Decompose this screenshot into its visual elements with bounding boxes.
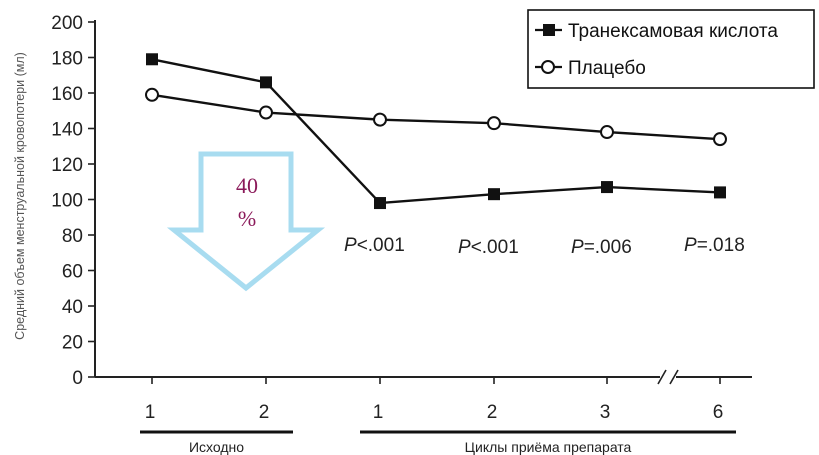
x-tick-label: 1: [373, 402, 384, 423]
data-point-square: [260, 76, 272, 89]
data-point-circle: [373, 112, 387, 127]
x-tick-label: 2: [259, 402, 270, 423]
p-value-labels: P<.001 P<.001 P=.006 P=.018: [344, 235, 745, 258]
x-tick-label: 1: [145, 402, 156, 423]
y-tick-label: 160: [51, 84, 83, 105]
group-label: Исходно: [189, 439, 244, 455]
y-tick-label: 100: [51, 191, 83, 212]
y-axis-label: Средний объем менструальной кровопотери …: [13, 52, 27, 340]
legend-box: [527, 9, 815, 89]
data-point-circle: [145, 87, 159, 102]
group-label: Циклы приёма препарата: [465, 439, 632, 455]
x-tick-label: 2: [487, 402, 498, 423]
data-point-square: [146, 53, 158, 66]
data-point-square: [488, 188, 500, 201]
y-tick-label: 80: [62, 226, 83, 247]
axes: [94, 20, 752, 385]
series-line-2: [151, 93, 721, 141]
y-tick-label: 20: [62, 333, 83, 354]
y-tick-label: 40: [62, 297, 83, 318]
data-point-square: [601, 181, 613, 194]
reduction-annotation: 40%: [166, 151, 326, 292]
group-labels: Исходно Циклы приёма препарата: [140, 430, 736, 455]
data-point-circle: [600, 125, 614, 140]
down-arrow-shape: [166, 151, 326, 292]
axis-break-mark: [669, 369, 679, 385]
data-point-circle: [487, 116, 501, 131]
data-point-square: [374, 197, 386, 210]
legend-marker-circle: [541, 60, 555, 74]
series-line-1: [151, 58, 721, 205]
y-tick-label: 120: [51, 155, 83, 176]
data-point-square: [714, 186, 726, 199]
legend-label: Транексамовая кислота: [568, 21, 778, 42]
p-value-label: P=.018: [684, 235, 745, 256]
legend: Транексамовая кислота Плацебо: [527, 9, 815, 89]
y-axis-ticks: 0 20 40 60 80 100 120 140 160 180 200: [51, 13, 95, 389]
p-value-label: P=.006: [571, 237, 632, 258]
legend-marker-square: [543, 24, 555, 36]
y-tick-label: 200: [51, 13, 83, 34]
legend-label: Плацебо: [568, 58, 646, 79]
y-tick-label: 0: [72, 368, 83, 389]
p-value-label: P<.001: [458, 237, 519, 258]
x-tick-label: 6: [713, 402, 724, 423]
series-group: [145, 53, 727, 210]
p-value-label: P<.001: [344, 235, 405, 256]
data-point-circle: [713, 132, 727, 147]
annotation-value: 40: [236, 173, 258, 198]
y-tick-label: 140: [51, 120, 83, 141]
axis-break-mark: [657, 369, 667, 385]
annotation-unit: %: [238, 206, 256, 231]
data-point-circle: [259, 105, 273, 120]
x-tick-label: 3: [600, 402, 611, 423]
y-tick-label: 60: [62, 262, 83, 283]
x-axis-ticks: 1 2 1 2 3 6: [145, 377, 724, 423]
y-tick-label: 180: [51, 49, 83, 70]
